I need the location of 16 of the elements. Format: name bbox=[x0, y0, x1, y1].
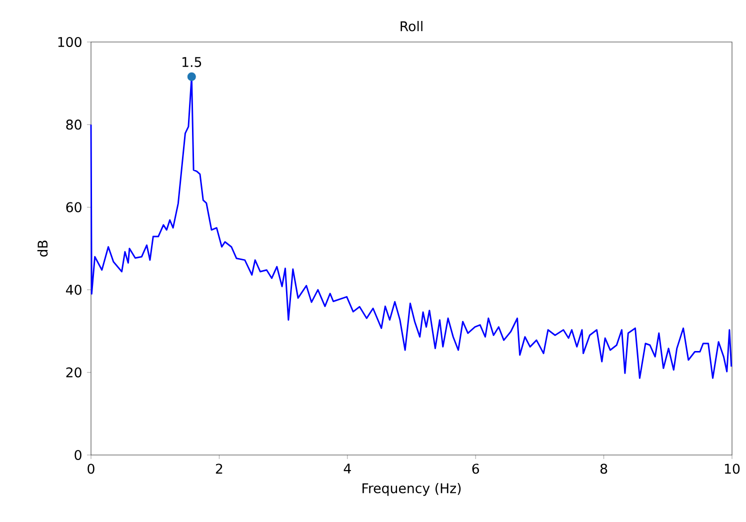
y-tick-label: 40 bbox=[66, 284, 82, 295]
y-tick-label: 60 bbox=[66, 202, 82, 212]
x-tick-label: 2 bbox=[216, 464, 222, 474]
y-tick-label: 20 bbox=[66, 367, 82, 378]
x-tick-label: 6 bbox=[472, 464, 480, 474]
y-tick-label: 100 bbox=[58, 36, 82, 48]
y-tick-label: 0 bbox=[74, 450, 82, 460]
x-tick-label: 10 bbox=[724, 464, 740, 474]
x-tick-label: 8 bbox=[600, 464, 608, 474]
y-tick-label: 80 bbox=[66, 120, 82, 130]
x-tick-label: 0 bbox=[88, 464, 94, 474]
chart-title: Roll bbox=[400, 20, 422, 32]
x-tick-label: 4 bbox=[344, 464, 351, 474]
annotation: 1.5 bbox=[182, 57, 202, 68]
x-axis-title: Frequency (Hz) bbox=[362, 482, 461, 496]
y-axis-title: dB bbox=[37, 240, 48, 257]
